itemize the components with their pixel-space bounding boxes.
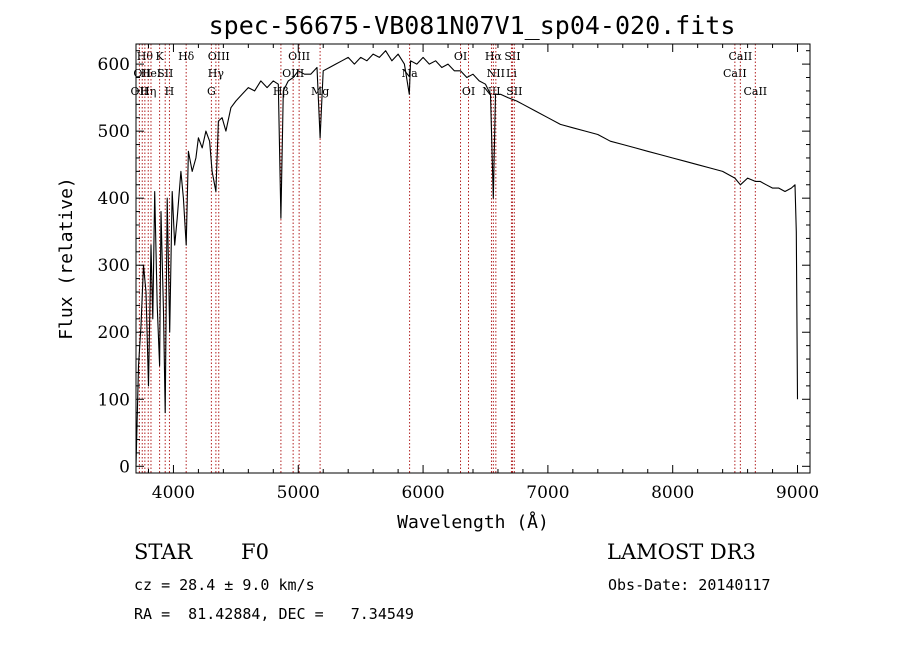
spectral-line-label: SII: [504, 50, 520, 63]
redshift-info: cz = 28.4 ± 9.0 km/s: [134, 576, 315, 594]
spectral-line-label: OI: [462, 85, 475, 98]
spectral-line-label: OIII: [208, 50, 230, 63]
spectral-line-label: Hδ: [178, 50, 195, 63]
x-tick-label: 9000: [776, 483, 819, 503]
y-axis-label: Flux (relative): [56, 177, 77, 340]
spectral-line-label: SII: [157, 67, 173, 80]
x-tick-label: 7000: [526, 483, 569, 503]
x-tick-label: 4000: [152, 483, 195, 503]
spectral-line-label: CaII: [743, 85, 767, 98]
spectral-line-label: OII: [133, 67, 151, 80]
y-tick-label: 400: [98, 189, 130, 209]
spectral-line-label: CaII: [723, 67, 747, 80]
spectral-line-label: Hα: [485, 50, 503, 63]
spectrum-line: [135, 50, 799, 467]
axis-ticks: 4000 5000 6000 7000 8000 9000 0 100 200 300 400 500…: [98, 44, 819, 503]
spectral-line-label: SII: [506, 85, 522, 98]
spectral-line-label: G: [207, 85, 216, 98]
object-subclass: F0: [241, 540, 269, 564]
y-tick-label: 300: [98, 256, 130, 276]
spectral-line-label: NII: [487, 67, 505, 80]
y-tick-label: 100: [98, 390, 130, 410]
x-tick-label: 6000: [401, 483, 444, 503]
spectral-line-label: Hβ: [273, 85, 289, 98]
survey-name: LAMOST DR3: [607, 540, 756, 564]
spectral-line-label: NII: [482, 85, 500, 98]
y-tick-label: 600: [98, 55, 130, 75]
spectral-lines: OIIOIIHθHηHeIKSIIHHδGHγOIIIHβOIIIOIIIMgN…: [131, 44, 767, 473]
spectral-line-label: Li: [506, 67, 517, 80]
y-tick-label: 200: [98, 323, 130, 343]
x-tick-label: 5000: [277, 483, 320, 503]
spectral-line-label: HeI: [141, 67, 161, 80]
spectral-line-label: H: [165, 85, 175, 98]
spectral-line-label: OIII: [288, 50, 310, 63]
spectral-line-label: OI: [454, 50, 467, 63]
spectral-line-label: OII: [131, 85, 149, 98]
x-axis-label: Wavelength (Å): [397, 511, 549, 533]
spectral-line-label: Hγ: [208, 67, 225, 80]
spectral-line-label: CaII: [729, 50, 753, 63]
observation-date: Obs-Date: 20140117: [608, 576, 771, 594]
spectral-line-label: K: [155, 50, 164, 63]
spectral-line-label: Hη: [140, 85, 156, 98]
y-tick-label: 500: [98, 122, 130, 142]
coordinates: RA = 81.42884, DEC = 7.34549: [134, 605, 414, 623]
object-class: STAR: [134, 540, 193, 564]
plot-frame: [135, 43, 811, 474]
spectrum-series: [135, 50, 799, 467]
spectral-line-label: Mg: [311, 85, 329, 98]
chart-title: spec-56675-VB081N07V1_sp04-020.fits: [209, 11, 736, 40]
x-tick-label: 8000: [651, 483, 694, 503]
y-tick-label: 0: [119, 457, 130, 477]
spectral-line-label: Hθ: [137, 50, 154, 63]
